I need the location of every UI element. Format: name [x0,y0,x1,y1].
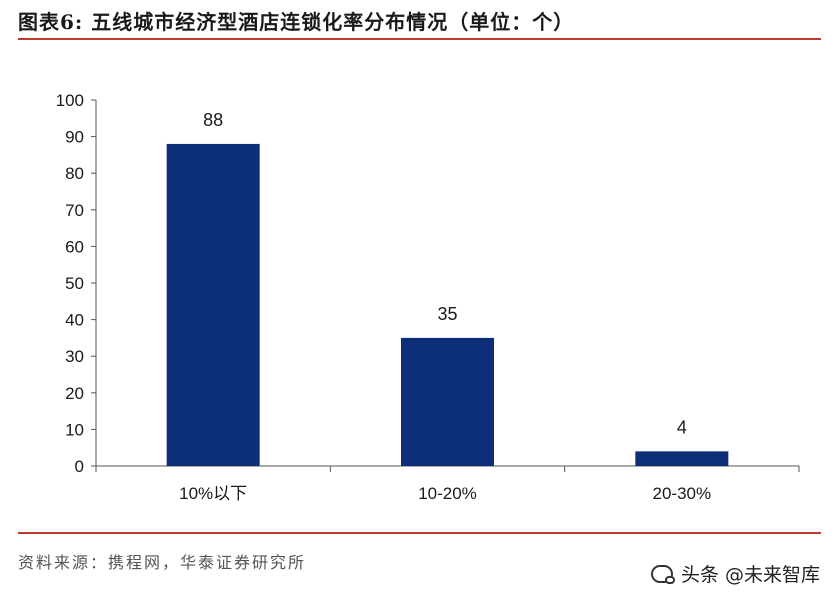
chart-title: 图表6: 五线城市经济型酒店连锁化率分布情况（单位：个） [18,10,575,34]
y-tick-label: 40 [65,311,84,330]
header-divider [18,38,821,40]
data-labels: 88 35 4 [203,110,687,437]
source-note: 资料来源：携程网，华泰证券研究所 [18,553,307,572]
y-tick-label: 70 [65,201,84,220]
y-axis: 0 10 20 30 40 50 60 70 80 90 100 [56,91,97,476]
data-label: 4 [677,417,687,437]
bars [166,143,729,467]
y-tick-label: 20 [65,384,84,403]
footer-divider [18,532,821,534]
data-label: 35 [437,304,457,324]
x-tick-label: 10%以下 [179,484,247,503]
y-tick-label: 0 [75,457,84,476]
x-tick-label: 10-20% [418,484,477,503]
x-axis: 10%以下 10-20% 20-30% [95,465,800,503]
y-tick-label: 90 [65,128,84,147]
watermark-text: 头条 @未来智库 [680,564,820,586]
y-tick-label: 100 [56,91,84,110]
bar [635,451,729,466]
y-tick-label: 10 [65,420,84,439]
bar [401,337,494,466]
bar [166,143,260,467]
y-tick-label: 30 [65,347,84,366]
y-tick-label: 50 [65,274,84,293]
y-tick-label: 80 [65,164,84,183]
watermark: 头条 @未来智库 [650,560,820,587]
y-tick-label: 60 [65,237,84,256]
x-tick-label: 20-30% [653,484,712,503]
data-label: 88 [203,110,223,130]
wechat-icon [650,564,675,584]
